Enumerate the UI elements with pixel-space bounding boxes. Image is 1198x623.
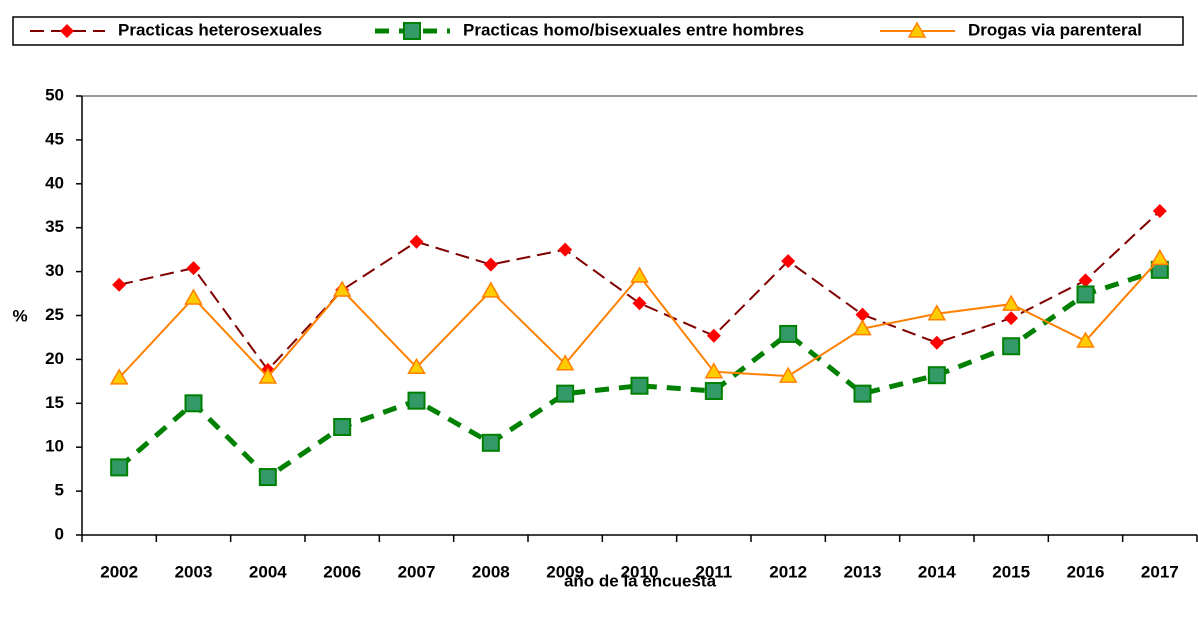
y-tick-label: 15: [45, 393, 64, 412]
legend-marker: [907, 21, 927, 38]
y-tick-label: 50: [45, 85, 64, 104]
legend-label: Drogas via parenteral: [968, 20, 1142, 39]
y-tick-label: 10: [45, 437, 64, 456]
data-point: [556, 384, 575, 403]
data-point: [407, 357, 426, 375]
x-axis-label: año de la encuesta: [564, 571, 717, 590]
x-tick-label: 2015: [992, 562, 1030, 581]
y-tick-label: 45: [45, 129, 64, 148]
data-point: [409, 234, 424, 249]
y-tick-label: 0: [55, 524, 64, 543]
x-tick-label: 2010: [621, 562, 659, 581]
x-tick-label: 2004: [249, 562, 287, 581]
x-tick-label: 2006: [323, 562, 361, 581]
data-point: [853, 384, 872, 403]
y-tick-label: 20: [45, 349, 64, 368]
data-point: [855, 307, 870, 322]
x-tick-label: 2012: [769, 562, 807, 581]
x-tick-label: 2016: [1067, 562, 1105, 581]
x-tick-label: 2017: [1141, 562, 1179, 581]
data-point: [558, 242, 573, 257]
data-point: [186, 261, 201, 276]
data-point: [407, 391, 426, 410]
data-point: [109, 368, 129, 385]
data-point: [184, 394, 203, 413]
x-tick-label: 2002: [100, 562, 138, 581]
data-point: [853, 319, 872, 336]
data-point: [927, 366, 946, 385]
data-point: [483, 257, 498, 272]
x-tick-label: 2009: [546, 562, 584, 581]
legend-box: [12, 16, 1184, 46]
data-point: [258, 367, 278, 384]
data-point: [704, 362, 724, 379]
y-tick-label: 25: [45, 305, 64, 324]
x-tick-label: 2014: [918, 562, 956, 581]
data-point: [632, 296, 647, 311]
y-tick-label: 30: [45, 261, 64, 280]
data-point: [184, 288, 203, 305]
data-point: [1002, 337, 1021, 356]
y-axis-label: %: [12, 306, 27, 325]
data-point: [1076, 285, 1095, 304]
data-point: [112, 277, 127, 292]
data-point: [481, 433, 500, 452]
legend-label: Practicas homo/bisexuales entre hombres: [463, 20, 804, 39]
series-line: [117, 267, 1161, 481]
data-point: [1150, 248, 1170, 266]
x-tick-label: 2007: [398, 562, 436, 581]
data-point: [781, 254, 796, 269]
data-point: [1004, 311, 1019, 326]
data-point: [332, 280, 352, 297]
data-point: [1078, 273, 1093, 288]
data-point: [630, 266, 649, 283]
data-point: [706, 328, 721, 343]
data-point: [1001, 294, 1021, 311]
data-point: [630, 376, 649, 395]
y-tick-label: 40: [45, 173, 64, 192]
data-point: [1152, 204, 1167, 219]
legend-label: Practicas heterosexuales: [118, 20, 322, 39]
data-point: [704, 382, 723, 401]
data-point: [1076, 331, 1095, 348]
legend-marker: [403, 22, 421, 40]
y-tick-label: 5: [55, 481, 64, 500]
data-point: [927, 304, 947, 321]
data-point: [258, 468, 277, 487]
data-point: [929, 335, 944, 350]
x-tick-label: 2013: [844, 562, 882, 581]
series-line: [118, 210, 1161, 372]
x-tick-label: 2003: [175, 562, 213, 581]
data-point: [778, 366, 798, 383]
data-point: [779, 324, 798, 343]
y-tick-label: 35: [45, 217, 64, 236]
data-point: [110, 458, 129, 477]
x-tick-label: 2011: [695, 562, 732, 581]
data-point: [555, 354, 575, 371]
x-tick-label: 2008: [472, 562, 510, 581]
data-point: [481, 281, 501, 298]
data-point: [333, 418, 352, 437]
legend-marker: [60, 24, 74, 38]
